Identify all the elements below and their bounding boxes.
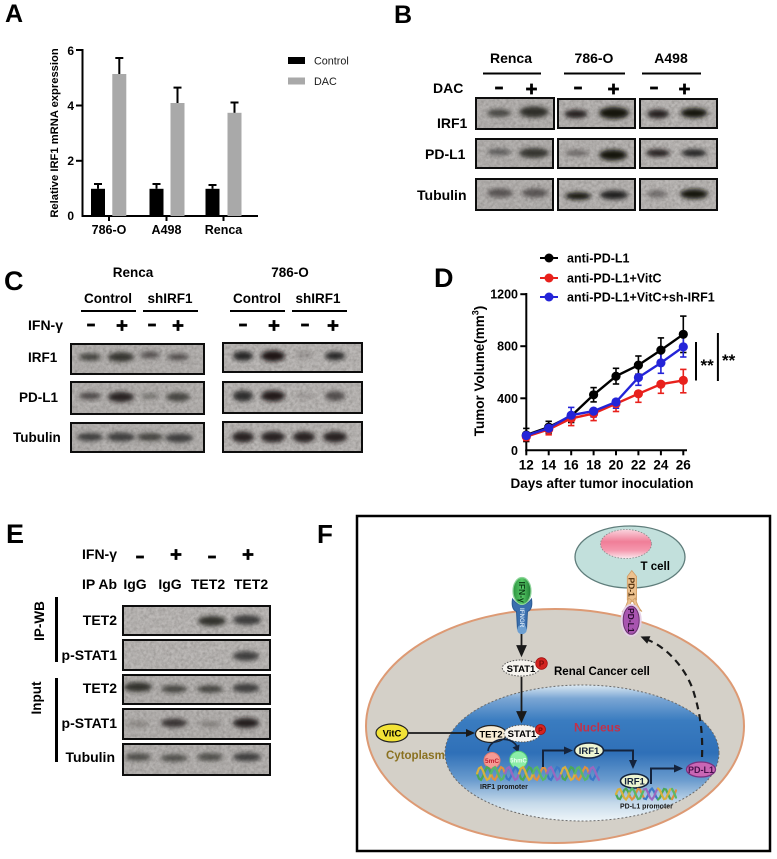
svg-text:IRF1: IRF1 bbox=[28, 350, 58, 365]
svg-text:TET2: TET2 bbox=[83, 612, 117, 628]
svg-text:IgG: IgG bbox=[158, 576, 181, 592]
svg-text:B: B bbox=[394, 1, 412, 29]
svg-text:IFNGR: IFNGR bbox=[518, 608, 525, 628]
svg-text:786-O: 786-O bbox=[92, 223, 127, 237]
svg-text:PD-1: PD-1 bbox=[626, 578, 636, 598]
svg-text:Tubulin: Tubulin bbox=[13, 430, 61, 445]
svg-text:IRF1: IRF1 bbox=[624, 777, 645, 788]
svg-text:800: 800 bbox=[497, 340, 518, 354]
svg-text:Renal Cancer cell: Renal Cancer cell bbox=[554, 666, 650, 678]
svg-text:DAC: DAC bbox=[314, 76, 337, 88]
svg-text:IP-WB: IP-WB bbox=[32, 601, 47, 641]
svg-text:Input: Input bbox=[29, 681, 44, 714]
svg-text:P: P bbox=[539, 660, 545, 669]
svg-text:anti-PD-L1: anti-PD-L1 bbox=[567, 252, 630, 266]
svg-text:IRF1 promoter: IRF1 promoter bbox=[480, 784, 528, 791]
svg-text:Tubulin: Tubulin bbox=[66, 749, 116, 765]
svg-text:2: 2 bbox=[67, 154, 74, 168]
svg-text:STAT1: STAT1 bbox=[508, 729, 537, 740]
svg-text:Control: Control bbox=[84, 291, 132, 306]
svg-text:26: 26 bbox=[676, 458, 692, 473]
svg-text:STAT1: STAT1 bbox=[507, 664, 536, 675]
svg-text:IFN-γ: IFN-γ bbox=[517, 582, 527, 604]
svg-text:TET2: TET2 bbox=[479, 730, 502, 741]
svg-text:14: 14 bbox=[541, 458, 557, 473]
svg-text:22: 22 bbox=[631, 458, 646, 473]
svg-text:P: P bbox=[538, 728, 543, 735]
svg-text:DAC: DAC bbox=[433, 80, 463, 96]
svg-text:VitC: VitC bbox=[383, 729, 402, 740]
svg-text:PD-L1: PD-L1 bbox=[19, 390, 58, 405]
svg-text:24: 24 bbox=[653, 458, 669, 473]
svg-text:Cytoplasm: Cytoplasm bbox=[386, 750, 445, 762]
svg-text:18: 18 bbox=[586, 458, 602, 473]
svg-text:p-STAT1: p-STAT1 bbox=[62, 647, 118, 663]
svg-text:4: 4 bbox=[67, 99, 74, 113]
svg-text:Renca: Renca bbox=[490, 50, 532, 66]
svg-text:T cell: T cell bbox=[641, 561, 670, 573]
svg-text:786-O: 786-O bbox=[575, 50, 614, 66]
svg-text:400: 400 bbox=[497, 392, 518, 406]
svg-text:20: 20 bbox=[608, 458, 623, 473]
svg-text:**: ** bbox=[722, 351, 736, 370]
svg-text:1200: 1200 bbox=[490, 288, 518, 302]
svg-text:0: 0 bbox=[511, 444, 518, 458]
svg-text:A: A bbox=[5, 0, 23, 28]
svg-text:IFN-γ: IFN-γ bbox=[28, 317, 63, 333]
svg-text:shIRF1: shIRF1 bbox=[147, 291, 193, 306]
svg-text:Tumor Volume(mm3): Tumor Volume(mm3) bbox=[471, 306, 488, 437]
svg-text:0: 0 bbox=[67, 209, 74, 223]
svg-text:TET2: TET2 bbox=[234, 576, 268, 592]
svg-text:IgG: IgG bbox=[123, 576, 146, 592]
svg-text:C: C bbox=[4, 266, 24, 296]
svg-text:Days after tumor inoculation: Days after tumor inoculation bbox=[510, 476, 693, 491]
svg-text:16: 16 bbox=[564, 458, 580, 473]
svg-text:5mC: 5mC bbox=[485, 758, 499, 765]
svg-text:p-STAT1: p-STAT1 bbox=[62, 715, 118, 731]
svg-text:Renca: Renca bbox=[113, 265, 154, 280]
svg-text:shIRF1: shIRF1 bbox=[295, 291, 341, 306]
svg-text:TET2: TET2 bbox=[191, 576, 225, 592]
svg-text:786-O: 786-O bbox=[271, 265, 309, 280]
svg-text:Relative IRF1 mRNA expression: Relative IRF1 mRNA expression bbox=[49, 48, 61, 217]
svg-text:PD-L1 promoter: PD-L1 promoter bbox=[620, 804, 673, 811]
svg-text:D: D bbox=[434, 263, 454, 293]
svg-text:A498: A498 bbox=[654, 50, 688, 66]
svg-text:6: 6 bbox=[67, 44, 74, 58]
svg-text:F: F bbox=[317, 519, 333, 549]
svg-text:IFN-γ: IFN-γ bbox=[82, 546, 117, 562]
svg-text:anti-PD-L1+VitC: anti-PD-L1+VitC bbox=[567, 272, 662, 286]
svg-text:PD-L1: PD-L1 bbox=[425, 146, 466, 162]
svg-text:**: ** bbox=[701, 356, 715, 375]
svg-text:12: 12 bbox=[519, 458, 534, 473]
svg-text:Renca: Renca bbox=[205, 223, 244, 237]
svg-text:Nucleus: Nucleus bbox=[574, 721, 621, 735]
svg-text:E: E bbox=[6, 519, 24, 549]
svg-text:TET2: TET2 bbox=[83, 680, 117, 696]
svg-text:Tubulin: Tubulin bbox=[417, 187, 467, 203]
svg-text:A498: A498 bbox=[152, 223, 182, 237]
svg-text:IRF1: IRF1 bbox=[579, 746, 600, 757]
svg-text:Control: Control bbox=[233, 291, 281, 306]
svg-text:anti-PD-L1+VitC+sh-IRF1: anti-PD-L1+VitC+sh-IRF1 bbox=[567, 291, 715, 305]
svg-text:PD-L1: PD-L1 bbox=[688, 765, 714, 775]
svg-text:Control: Control bbox=[314, 56, 349, 68]
svg-text:IRF1: IRF1 bbox=[437, 115, 468, 131]
svg-text:PD-L1: PD-L1 bbox=[626, 608, 636, 633]
svg-text:5hmC: 5hmC bbox=[510, 759, 527, 765]
svg-text:IP Ab: IP Ab bbox=[82, 576, 117, 592]
